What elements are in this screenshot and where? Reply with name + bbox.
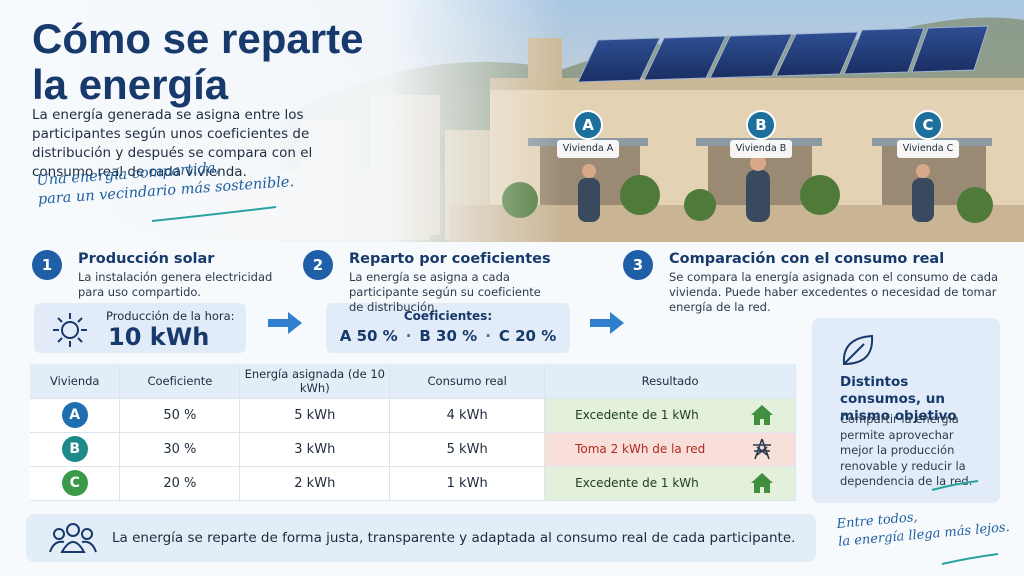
row-letter: C — [61, 470, 88, 497]
row-letter: A — [61, 402, 88, 429]
step-text: Se compara la energía asignada con el co… — [669, 270, 999, 314]
result-text: Excedente de 1 kWh — [575, 476, 699, 491]
separator: · — [405, 327, 412, 345]
table-cell: 4 kWh — [389, 398, 546, 433]
signature: Entre todos, la energía llega más lejos. — [836, 501, 1010, 552]
photo-label: Vivienda B — [730, 140, 792, 158]
hero-photo — [0, 0, 1024, 242]
photo-letter: C — [913, 110, 943, 140]
side-card-text: Compartir la energía permite aprovechar … — [840, 412, 973, 488]
result: Excedente de 1 kWh — [545, 403, 795, 427]
table-cell: 5 kWh — [389, 432, 546, 467]
pylon-icon — [753, 438, 771, 460]
column-header: Vivienda — [30, 364, 121, 399]
step-text: La energía se asigna a cada participante… — [349, 270, 541, 314]
house-icon — [751, 473, 773, 494]
coefficients-box — [326, 303, 570, 353]
footer-bar — [26, 514, 816, 562]
table-cell: 20 % — [119, 466, 241, 502]
table-cell: Excedente de 1 kWh — [544, 466, 796, 502]
leaf-icon — [842, 334, 874, 366]
table-cell: Excedente de 1 kWh — [544, 398, 796, 433]
coefficients-items: A 50 % · B 30 % · C 20 % — [326, 327, 570, 345]
title-line: la energía — [32, 61, 229, 108]
step-title: Comparación con el consumo real — [669, 251, 945, 267]
photo-label: Vivienda C — [897, 140, 959, 158]
separator: · — [485, 327, 491, 345]
step-number: 2 — [303, 250, 333, 280]
production-value: 10 kWh — [108, 323, 210, 351]
column-header: Energía asignada (de 10 kWh) — [239, 364, 391, 399]
intro: La energía generada se asigna entre los … — [32, 107, 313, 180]
row-letter: B — [61, 436, 88, 463]
sun-icon — [53, 313, 87, 347]
result: Toma 2 kWh de la red — [545, 437, 795, 461]
title: Cómo se reparte la energía — [32, 16, 363, 108]
column-header: Resultado — [544, 364, 796, 399]
table-row: B 30 % 3 kWh 5 kWh Toma 2 kWh de la red — [30, 432, 796, 467]
table-row: C 20 % 2 kWh 1 kWh Excedente de 1 kWh — [30, 466, 796, 502]
side-card-title: Distintos consumos, un mismo objetivo — [840, 374, 957, 424]
table-cell: C — [30, 466, 121, 502]
table-cell: 30 % — [119, 432, 241, 467]
title-line: Cómo se reparte — [32, 15, 364, 62]
table-header: Vivienda Coeficiente Energía asignada (de … — [30, 364, 796, 399]
distribution-table: Vivienda Coeficiente Energía asignada (de … — [30, 364, 796, 502]
arrow — [590, 312, 624, 334]
table-cell: B — [30, 432, 121, 467]
step-number: 3 — [623, 250, 653, 280]
step-title: Producción solar — [78, 251, 215, 267]
table-cell: Toma 2 kWh de la red — [544, 432, 796, 467]
table-cell: 3 kWh — [239, 432, 391, 467]
step-title: Reparto por coeficientes — [349, 251, 551, 267]
photo-letter: B — [746, 110, 776, 140]
table-body: A 50 % 5 kWh 4 kWh Excedente de 1 kWh B 30 % 3 … — [30, 398, 796, 502]
table-row: A 50 % 5 kWh 4 kWh Excedente de 1 kWh — [30, 398, 796, 433]
people-icon — [49, 523, 97, 553]
coefficient: A 50 % — [339, 327, 398, 345]
table-cell: 5 kWh — [239, 398, 391, 433]
production-label: Producción de la hora: — [106, 309, 235, 323]
step-number: 1 — [32, 250, 62, 280]
result-text: Excedente de 1 kWh — [575, 408, 699, 423]
coefficient: C 20 % — [498, 327, 557, 345]
step-text: La instalación genera electricidad para … — [78, 270, 273, 299]
table-cell: 50 % — [119, 398, 241, 433]
signature-swoosh — [941, 553, 999, 565]
column-header: Coeficiente — [119, 364, 241, 399]
arrow — [268, 312, 302, 334]
table-cell: A — [30, 398, 121, 433]
photo-label: Vivienda A — [557, 140, 619, 158]
coefficients-label: Coeficientes: — [403, 309, 493, 323]
side-card — [812, 318, 1000, 503]
card-swoosh — [931, 480, 979, 491]
column-header: Consumo real — [389, 364, 546, 399]
result-text: Toma 2 kWh de la red — [575, 442, 706, 457]
result: Excedente de 1 kWh — [545, 471, 795, 495]
coefficient: B 30 % — [419, 327, 478, 345]
house-icon — [751, 405, 773, 426]
table-cell: 1 kWh — [389, 466, 546, 502]
photo-letter: A — [573, 110, 603, 140]
tagline-swoosh — [151, 206, 277, 222]
footer-text: La energía se reparte de forma justa, tr… — [112, 530, 796, 546]
table-cell: 2 kWh — [239, 466, 391, 502]
